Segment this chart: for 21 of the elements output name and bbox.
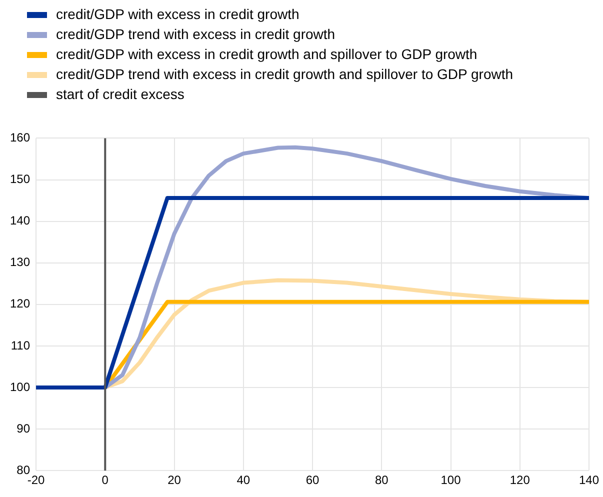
- y-tick-label: 160: [10, 130, 30, 145]
- y-tick-label: 150: [10, 172, 30, 186]
- x-tick-label: 100: [440, 473, 462, 488]
- x-tick-label: 140: [578, 473, 600, 488]
- x-tick-label: 20: [168, 473, 182, 488]
- x-tick-label: 0: [102, 473, 109, 488]
- legend-label: credit/GDP trend with excess in credit growth: [55, 25, 336, 44]
- y-tick-label: 90: [16, 421, 30, 436]
- x-tick-label: 120: [510, 473, 530, 488]
- x-tick-label: 40: [236, 473, 250, 488]
- legend-label: start of credit excess: [55, 85, 186, 104]
- y-tick-label: 110: [10, 338, 30, 352]
- y-tick-label: 140: [10, 214, 30, 228]
- x-tick-label: 60: [306, 473, 320, 488]
- legend-label: credit/GDP with excess in credit growth and spillover to GDP growth: [55, 45, 478, 64]
- y-tick-label: 130: [10, 255, 30, 270]
- legend-label: credit/GDP trend with excess in credit growth and spillover to GDP growth: [55, 65, 514, 84]
- x-tick-label: 80: [374, 473, 389, 488]
- y-tick-label: 120: [10, 296, 30, 311]
- legend-label: credit/GDP with excess in credit growth: [55, 5, 300, 24]
- y-tick-label: 100: [10, 380, 30, 394]
